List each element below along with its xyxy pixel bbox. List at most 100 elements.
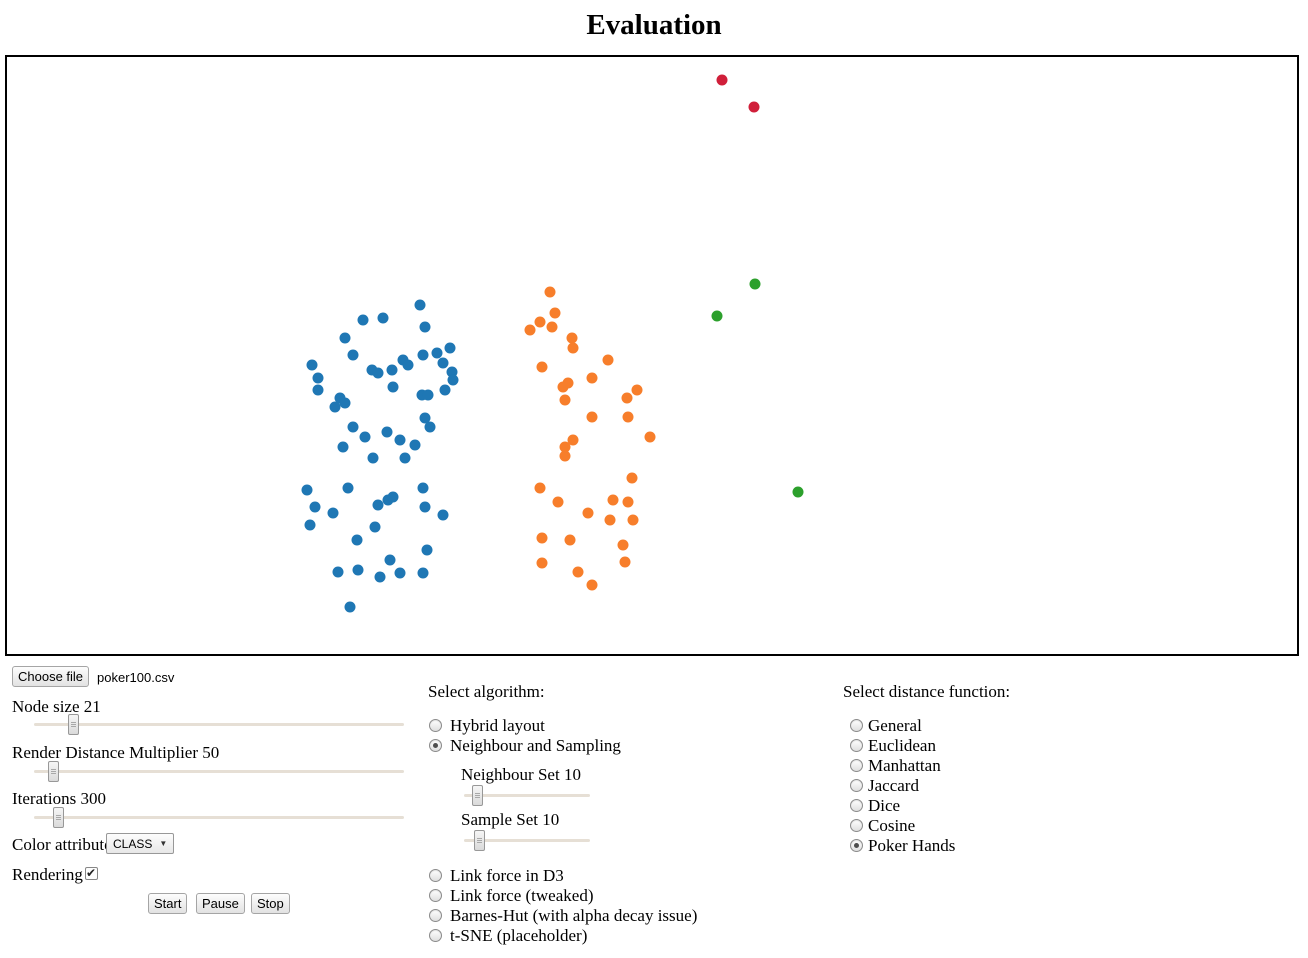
data-point-class-blue[interactable] (352, 564, 364, 576)
data-point-class-blue[interactable] (424, 421, 436, 433)
data-point-class-blue[interactable] (304, 519, 316, 531)
data-point-class-orange[interactable] (572, 566, 584, 578)
radio-general[interactable] (850, 719, 863, 732)
data-point-class-orange[interactable] (562, 377, 574, 389)
data-point-class-blue[interactable] (394, 434, 406, 446)
data-point-class-blue[interactable] (344, 601, 356, 613)
neighbour-set-slider[interactable] (464, 785, 590, 806)
data-point-class-blue[interactable] (444, 342, 456, 354)
radio-label-link-force-tweaked[interactable]: Link force (tweaked) (450, 886, 594, 905)
data-point-class-green[interactable] (749, 278, 761, 290)
data-point-class-orange[interactable] (607, 494, 619, 506)
data-point-class-orange[interactable] (559, 450, 571, 462)
radio-neighbour-and-sampling[interactable] (429, 739, 442, 752)
pause-button[interactable]: Pause (196, 893, 245, 914)
slider-thumb[interactable] (48, 761, 60, 782)
iterations-slider[interactable] (34, 807, 404, 828)
data-point-class-orange[interactable] (621, 392, 633, 404)
radio-barnes-hut[interactable] (429, 909, 442, 922)
data-point-class-orange[interactable] (619, 556, 631, 568)
rendering-checkbox[interactable] (85, 866, 98, 880)
radio-label-general[interactable]: General (868, 716, 922, 735)
data-point-class-orange[interactable] (604, 514, 616, 526)
data-point-class-blue[interactable] (339, 332, 351, 344)
sample-set-slider[interactable] (464, 830, 590, 851)
data-point-class-blue[interactable] (446, 366, 458, 378)
slider-thumb[interactable] (471, 785, 483, 806)
data-point-class-blue[interactable] (301, 484, 313, 496)
data-point-class-orange[interactable] (622, 496, 634, 508)
render-distance-slider[interactable] (34, 761, 404, 782)
radio-label-cosine[interactable]: Cosine (868, 816, 916, 835)
radio-label-barnes-hut[interactable]: Barnes-Hut (with alpha decay issue) (450, 906, 698, 925)
radio-label-euclidean[interactable]: Euclidean (868, 736, 936, 755)
data-point-class-blue[interactable] (312, 372, 324, 384)
radio-jaccard[interactable] (850, 779, 863, 792)
data-point-class-orange[interactable] (534, 482, 546, 494)
data-point-class-blue[interactable] (381, 426, 393, 438)
data-point-class-orange[interactable] (536, 361, 548, 373)
data-point-class-blue[interactable] (419, 321, 431, 333)
data-point-class-orange[interactable] (549, 307, 561, 319)
radio-euclidean[interactable] (850, 739, 863, 752)
slider-thumb[interactable] (53, 807, 65, 828)
data-point-class-blue[interactable] (384, 554, 396, 566)
data-point-class-blue[interactable] (437, 509, 449, 521)
data-point-class-green[interactable] (711, 310, 723, 322)
data-point-class-blue[interactable] (419, 501, 431, 513)
slider-thumb[interactable] (68, 714, 80, 735)
data-point-class-blue[interactable] (417, 349, 429, 361)
data-point-class-blue[interactable] (414, 299, 426, 311)
data-point-class-orange[interactable] (546, 321, 558, 333)
data-point-class-blue[interactable] (339, 397, 351, 409)
data-point-class-orange[interactable] (536, 557, 548, 569)
data-point-class-orange[interactable] (586, 411, 598, 423)
data-point-class-orange[interactable] (622, 411, 634, 423)
data-point-class-blue[interactable] (337, 441, 349, 453)
data-point-class-blue[interactable] (312, 384, 324, 396)
data-point-class-blue[interactable] (347, 349, 359, 361)
radio-cosine[interactable] (850, 819, 863, 832)
data-point-class-orange[interactable] (602, 354, 614, 366)
data-point-class-blue[interactable] (447, 374, 459, 386)
data-point-class-orange[interactable] (559, 394, 571, 406)
data-point-class-blue[interactable] (351, 534, 363, 546)
data-point-class-orange[interactable] (544, 286, 556, 298)
radio-label-neighbour-and-sampling[interactable]: Neighbour and Sampling (450, 736, 621, 755)
data-point-class-blue[interactable] (372, 499, 384, 511)
data-point-class-blue[interactable] (417, 567, 429, 579)
data-point-class-blue[interactable] (367, 452, 379, 464)
radio-label-link-force-d3[interactable]: Link force in D3 (450, 866, 564, 885)
data-point-class-blue[interactable] (327, 507, 339, 519)
radio-hybrid-layout[interactable] (429, 719, 442, 732)
data-point-class-blue[interactable] (357, 314, 369, 326)
data-point-class-blue[interactable] (419, 412, 431, 424)
data-point-class-blue[interactable] (374, 571, 386, 583)
data-point-class-blue[interactable] (394, 567, 406, 579)
radio-label-dice[interactable]: Dice (868, 796, 901, 815)
data-point-class-blue[interactable] (309, 501, 321, 513)
radio-label-jaccard[interactable]: Jaccard (868, 776, 919, 795)
data-point-class-orange[interactable] (586, 372, 598, 384)
data-point-class-blue[interactable] (332, 566, 344, 578)
data-point-class-orange[interactable] (566, 332, 578, 344)
start-button[interactable]: Start (148, 893, 188, 914)
data-point-class-green[interactable] (792, 486, 804, 498)
radio-dice[interactable] (850, 799, 863, 812)
data-point-class-red[interactable] (748, 101, 760, 113)
radio-label-tsne[interactable]: t-SNE (placeholder) (450, 926, 588, 945)
data-point-class-blue[interactable] (342, 482, 354, 494)
node-size-slider[interactable] (34, 714, 404, 735)
data-point-class-orange[interactable] (631, 384, 643, 396)
data-point-class-orange[interactable] (536, 532, 548, 544)
data-point-class-orange[interactable] (567, 434, 579, 446)
data-point-class-orange[interactable] (524, 324, 536, 336)
data-point-class-blue[interactable] (422, 389, 434, 401)
data-point-class-blue[interactable] (421, 544, 433, 556)
data-point-class-orange[interactable] (617, 539, 629, 551)
radio-label-manhattan[interactable]: Manhattan (868, 756, 941, 775)
data-point-class-blue[interactable] (377, 312, 389, 324)
radio-label-poker-hands[interactable]: Poker Hands (868, 836, 956, 855)
slider-thumb[interactable] (474, 830, 486, 851)
data-point-class-blue[interactable] (369, 521, 381, 533)
